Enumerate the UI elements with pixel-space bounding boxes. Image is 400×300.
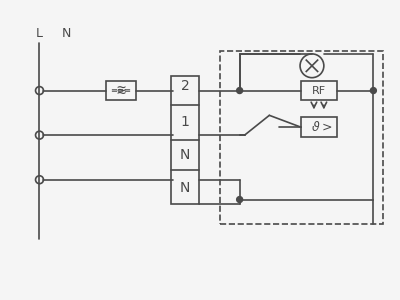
Bar: [106, 81, 136, 100]
Bar: [220, 51, 383, 224]
Text: $\vartheta$: $\vartheta$: [311, 120, 321, 134]
Text: N: N: [180, 148, 190, 162]
Text: >: >: [322, 121, 332, 134]
Text: 1: 1: [181, 115, 190, 129]
Text: N: N: [180, 181, 190, 195]
Circle shape: [237, 196, 243, 202]
Text: L: L: [36, 27, 43, 40]
Circle shape: [237, 88, 243, 94]
Circle shape: [370, 88, 376, 94]
Text: ≡≡≡: ≡≡≡: [110, 86, 131, 95]
Bar: [301, 81, 337, 100]
Text: ≋: ≋: [116, 83, 125, 98]
Text: RF: RF: [312, 85, 326, 96]
Text: 2: 2: [181, 79, 190, 93]
Bar: [171, 76, 199, 205]
Text: N: N: [62, 27, 71, 40]
Bar: [301, 117, 337, 137]
